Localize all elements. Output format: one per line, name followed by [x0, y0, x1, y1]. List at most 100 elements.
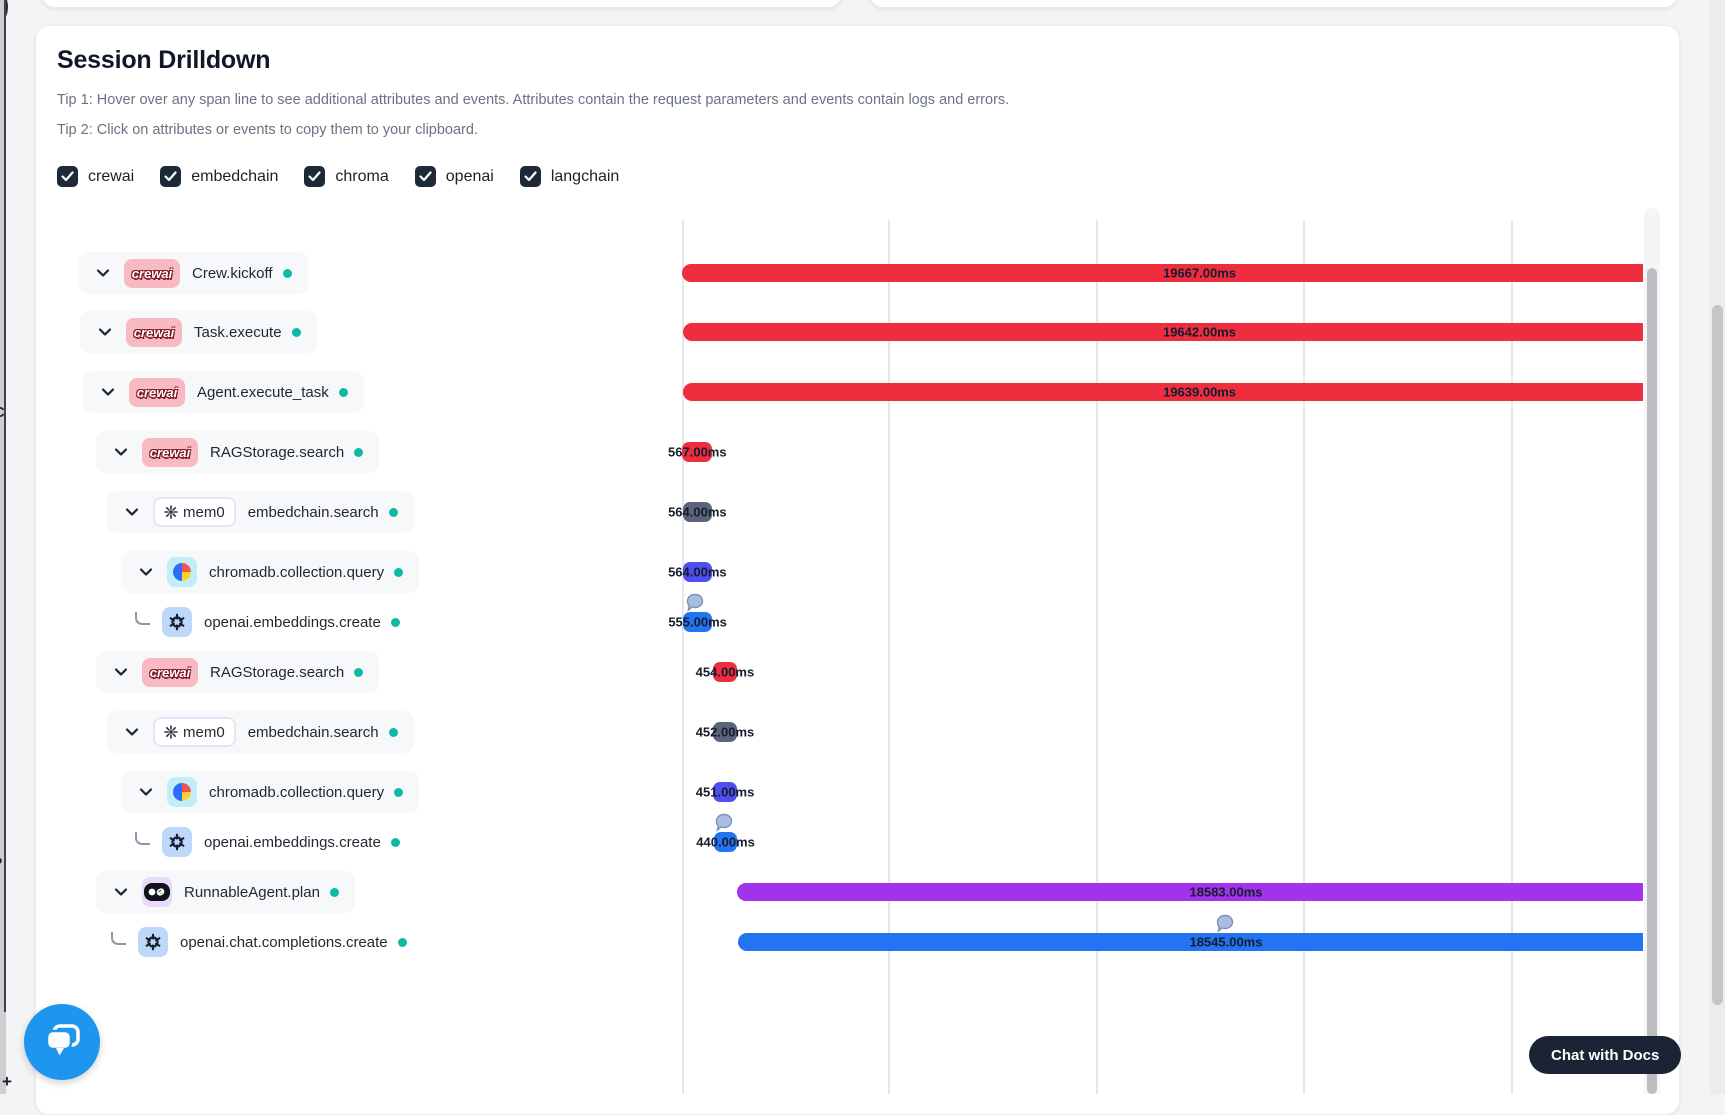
span-name-label: chromadb.collection.query	[209, 563, 385, 581]
span-bar-Task.execute[interactable]	[682, 323, 1643, 341]
span-bar-chromadb.collection.query[interactable]	[682, 562, 713, 582]
span-row-chromadb.collection.query[interactable]: chromadb.collection.query	[121, 771, 420, 813]
header-card-right	[869, 0, 1678, 8]
langchain-logo-icon	[142, 877, 172, 907]
span-bar-RAGStorage.search[interactable]	[682, 442, 713, 462]
span-row-openai.chat.completions.create[interactable]: openai.chat.completions.create	[107, 921, 411, 963]
mem0-logo-icon: mem0	[153, 497, 236, 527]
timeline-gridline	[1096, 220, 1098, 1094]
filter-checkbox-chroma[interactable]: chroma	[304, 166, 389, 187]
chevron-down-icon[interactable]	[112, 883, 130, 901]
span-bar-embedchain.search[interactable]	[682, 502, 713, 522]
checkbox-checked-icon[interactable]	[160, 166, 182, 187]
elbow-connector-icon	[135, 611, 150, 625]
status-dot	[388, 727, 398, 737]
checkbox-checked-icon[interactable]	[519, 166, 541, 187]
clipped-background-strip: C l t ( ) ●	[0, 0, 6, 1094]
filter-checkbox-crewai[interactable]: crewai	[57, 166, 134, 187]
timeline-gridline	[888, 220, 890, 1094]
span-bar-embedchain.search[interactable]	[713, 722, 737, 742]
chart-scrollbar[interactable]	[1644, 208, 1660, 1094]
span-duration-label: 19642.00ms	[1162, 324, 1236, 340]
event-bubble-icon[interactable]	[1215, 914, 1234, 933]
chroma-logo-icon	[167, 777, 197, 807]
status-dot	[394, 787, 404, 797]
span-row-openai.embeddings.create[interactable]: openai.embeddings.create	[131, 821, 404, 863]
filter-checkbox-openai[interactable]: openai	[414, 166, 494, 187]
span-row-RAGStorage.search[interactable]: crewai RAGStorage.search	[96, 651, 380, 693]
chevron-down-icon[interactable]	[137, 563, 155, 581]
span-bar-Crew.kickoff[interactable]	[682, 264, 1643, 282]
span-row-RunnableAgent.plan[interactable]: RunnableAgent.plan	[96, 871, 355, 913]
elbow-connector-icon	[111, 931, 126, 945]
checkbox-checked-icon[interactable]	[57, 166, 78, 187]
span-bar-openai.embeddings.create[interactable]	[682, 612, 713, 632]
span-name-label: openai.embeddings.create	[204, 613, 381, 631]
filter-checkbox-embedchain[interactable]: embedchain	[160, 166, 278, 187]
span-name-label: openai.embeddings.create	[204, 833, 381, 851]
span-name-label: RAGStorage.search	[210, 663, 345, 681]
status-dot	[329, 887, 339, 897]
mem0-logo-icon: mem0	[153, 717, 236, 747]
span-bar-RAGStorage.search[interactable]	[712, 662, 737, 682]
span-bar-openai.embeddings.create[interactable]	[713, 832, 738, 852]
span-name-label: Task.execute	[194, 323, 282, 341]
status-dot	[291, 327, 301, 337]
chat-widget-button[interactable]	[24, 1004, 100, 1080]
chevron-down-icon[interactable]	[94, 264, 112, 282]
span-bar-RunnableAgent.plan[interactable]	[737, 883, 1643, 901]
chevron-down-icon[interactable]	[112, 663, 130, 681]
elbow-connector-icon	[135, 831, 150, 845]
clipped-glyph-artifact: +	[2, 1072, 12, 1091]
checkbox-checked-icon[interactable]	[414, 166, 436, 187]
status-dot	[388, 507, 398, 517]
span-name-label: embedchain.search	[247, 723, 379, 741]
openai-logo-icon	[162, 607, 192, 637]
span-duration-label: 452.00ms	[695, 724, 755, 740]
chevron-down-icon[interactable]	[99, 383, 117, 401]
span-duration-label: 19667.00ms	[1162, 265, 1237, 281]
event-bubble-icon[interactable]	[685, 593, 704, 612]
trace-timeline: 19667.00ms 19642.00ms 19639.00ms 567.00ms 56…	[560, 205, 1643, 1094]
chevron-down-icon[interactable]	[123, 723, 141, 741]
span-bar-openai.chat.completions.create[interactable]	[737, 933, 1643, 951]
span-duration-label: 567.00ms	[668, 444, 727, 460]
status-dot	[282, 268, 292, 278]
page-scrollbar-thumb[interactable]	[1712, 305, 1723, 1005]
span-duration-label: 564.00ms	[668, 504, 727, 520]
span-row-Task.execute[interactable]: crewai Task.execute	[80, 311, 317, 353]
span-row-Crew.kickoff[interactable]: crewai Crew.kickoff	[78, 252, 308, 294]
chevron-down-icon[interactable]	[112, 443, 130, 461]
chart-scrollbar-thumb[interactable]	[1647, 268, 1657, 1094]
status-dot	[354, 667, 364, 677]
chat-with-docs-button[interactable]: Chat with Docs	[1529, 1036, 1682, 1074]
span-row-RAGStorage.search[interactable]: crewai RAGStorage.search	[96, 431, 380, 473]
tip-2-text: Tip 2: Click on attributes or events to …	[57, 122, 478, 138]
chevron-down-icon[interactable]	[137, 783, 155, 801]
checkbox-checked-icon[interactable]	[304, 166, 326, 187]
span-row-embedchain.search[interactable]: mem0 embedchain.search	[107, 491, 414, 533]
span-duration-label: 18583.00ms	[1189, 884, 1263, 900]
span-row-embedchain.search[interactable]: mem0 embedchain.search	[107, 711, 414, 753]
span-name-label: RunnableAgent.plan	[184, 883, 320, 901]
crewai-logo-icon: crewai	[142, 437, 198, 467]
span-name-label: chromadb.collection.query	[209, 783, 385, 801]
status-dot	[354, 447, 364, 457]
span-row-Agent.execute_task[interactable]: crewai Agent.execute_task	[83, 371, 364, 413]
page-scrollbar[interactable]	[1710, 0, 1725, 1094]
filter-checkbox-langchain[interactable]: langchain	[519, 166, 619, 187]
chevron-down-icon[interactable]	[123, 503, 141, 521]
span-duration-label: 440.00ms	[696, 834, 755, 850]
openai-logo-icon	[162, 827, 192, 857]
timeline-gridline	[682, 220, 684, 1094]
chevron-down-icon[interactable]	[96, 323, 114, 341]
event-bubble-icon[interactable]	[714, 813, 733, 832]
span-bar-Agent.execute_task[interactable]	[682, 383, 1643, 401]
chat-bubbles-icon	[45, 1024, 80, 1056]
span-duration-label: 451.00ms	[695, 784, 755, 800]
span-bar-chromadb.collection.query[interactable]	[713, 782, 737, 802]
span-row-openai.embeddings.create[interactable]: openai.embeddings.create	[131, 601, 404, 643]
timeline-gridline	[1511, 220, 1513, 1094]
span-duration-label: 19639.00ms	[1163, 384, 1237, 400]
span-row-chromadb.collection.query[interactable]: chromadb.collection.query	[121, 551, 420, 593]
